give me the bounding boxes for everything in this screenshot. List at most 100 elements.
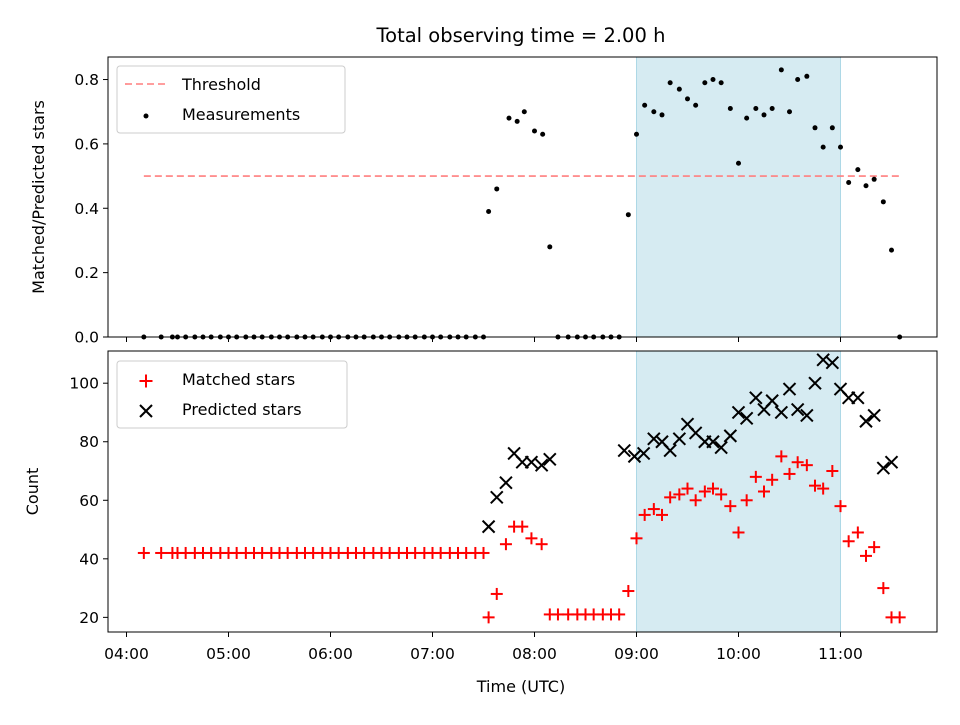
- measurements-point: [769, 105, 775, 111]
- measurements-point: [871, 176, 877, 182]
- predicted-stars-point: [647, 432, 661, 446]
- measurements-point: [812, 125, 818, 131]
- matched-stars-point: [758, 485, 770, 498]
- matched-stars-point: [155, 546, 168, 559]
- ratio-y-axis-label: Matched/Predicted stars: [29, 100, 48, 294]
- predicted-stars-point: [790, 402, 805, 417]
- predicted-stars-point: [706, 435, 720, 449]
- measurements-point: [506, 115, 512, 121]
- legend-threshold-label: Threshold: [181, 75, 261, 94]
- matched-stars-point: [613, 608, 626, 621]
- predicted-stars-point: [714, 440, 728, 455]
- y-tick-label: 0.0: [74, 329, 99, 347]
- x-tick-label: 05:00: [206, 645, 251, 663]
- matched-stars-point: [851, 526, 864, 539]
- predicted-stars-point: [816, 353, 830, 367]
- matched-stars-point: [673, 488, 686, 501]
- measurements-series: [141, 67, 903, 340]
- measurements-point: [659, 112, 665, 118]
- matched-stars-point: [490, 587, 503, 600]
- predicted-stars-point: [490, 490, 504, 505]
- legend-predicted-swatch: [139, 404, 153, 418]
- predicted-stars-point: [884, 455, 899, 469]
- measurements-point: [667, 80, 673, 86]
- matched-stars-point: [893, 611, 906, 624]
- predicted-stars-point: [782, 382, 797, 396]
- matched-stars-point: [622, 585, 635, 598]
- legend-measurements-label: Measurements: [182, 105, 300, 124]
- legend-predicted-label: Predicted stars: [182, 400, 302, 419]
- matched-stars-point: [868, 541, 881, 554]
- measurements-point: [855, 167, 861, 173]
- x-tick-label: 04:00: [104, 645, 149, 663]
- matched-stars-point: [664, 491, 677, 504]
- matched-stars-point: [525, 532, 538, 545]
- x-tick-label: 08:00: [512, 645, 557, 663]
- matched-stars-point: [647, 503, 660, 516]
- x-tick-label: 11:00: [818, 645, 863, 663]
- predicted-stars-point: [663, 443, 677, 458]
- stars-series: [137, 353, 906, 624]
- measurements-point: [642, 102, 648, 108]
- matched-stars-point: [715, 488, 728, 501]
- matched-stars-point: [638, 508, 651, 521]
- measurements-point: [547, 244, 553, 250]
- legend-matched-label: Matched stars: [182, 370, 295, 389]
- measurements-point: [718, 80, 724, 86]
- x-tick-label: 07:00: [410, 645, 455, 663]
- x-tick-label: 09:00: [614, 645, 659, 663]
- y-tick-label: 0.4: [74, 200, 99, 218]
- matched-stars-point: [800, 459, 813, 472]
- predicted-stars-point: [765, 394, 779, 408]
- observing-window-highlight: [636, 350, 841, 633]
- chart-title: Total observing time = 2.00 h: [376, 24, 666, 47]
- measurements-point: [532, 128, 537, 134]
- measurements-point: [693, 102, 699, 108]
- measurements-point: [625, 212, 631, 218]
- measurements-point: [676, 86, 682, 92]
- legend-measurements-swatch: [143, 113, 149, 119]
- measurements-point: [761, 112, 767, 118]
- measurements-point: [540, 131, 546, 137]
- measurements-point: [820, 144, 826, 150]
- matched-stars-point: [137, 546, 150, 559]
- predicted-stars-point: [749, 391, 763, 405]
- measurements-point: [880, 199, 886, 205]
- matched-stars-point: [630, 532, 643, 545]
- measurements-point: [685, 96, 690, 102]
- matched-stars-point: [766, 473, 779, 486]
- measurements-point: [727, 105, 733, 111]
- matched-stars-point: [698, 485, 711, 498]
- predicted-stars-point: [636, 446, 651, 461]
- count-legend: Matched stars Predicted stars: [116, 360, 348, 429]
- measurements-point: [702, 80, 708, 86]
- measurements-point: [710, 77, 716, 83]
- count-x-axis: 04:00 05:00 06:00 07:00 08:00 09:00 10:00 11:00: [104, 632, 863, 663]
- x-tick-label: 10:00: [716, 645, 761, 663]
- count-panel-frame: [107, 350, 938, 633]
- predicted-stars-point: [731, 405, 746, 420]
- measurements-point: [778, 67, 784, 73]
- matched-stars-point: [656, 508, 668, 521]
- matched-stars-point: [681, 482, 694, 495]
- matched-stars-point: [499, 538, 512, 551]
- matched-stars-point: [783, 467, 796, 480]
- predicted-stars-point: [672, 432, 687, 446]
- matched-stars-point: [834, 500, 847, 513]
- count-panel: 20 40 60 80 100 04:00 05:00 06:00 07:00 08:00 09:…: [23, 350, 938, 696]
- matched-stars-point: [842, 535, 855, 548]
- measurements-point: [651, 109, 657, 115]
- y-tick-label: 40: [79, 550, 99, 568]
- matched-stars-point: [817, 482, 830, 495]
- x-tick-label: 06:00: [308, 645, 353, 663]
- y-tick-label: 60: [79, 492, 99, 510]
- measurements-point: [744, 115, 750, 121]
- predicted-stars-point: [859, 414, 873, 428]
- measurements-point: [889, 247, 894, 253]
- predicted-stars-point: [627, 449, 642, 464]
- predicted-stars-point: [481, 519, 496, 534]
- measurements-point: [521, 109, 527, 115]
- matched-stars-point: [860, 549, 872, 562]
- ratio-y-axis: 0.0 0.2 0.4 0.6 0.8: [74, 71, 108, 347]
- predicted-stars-point: [543, 452, 557, 467]
